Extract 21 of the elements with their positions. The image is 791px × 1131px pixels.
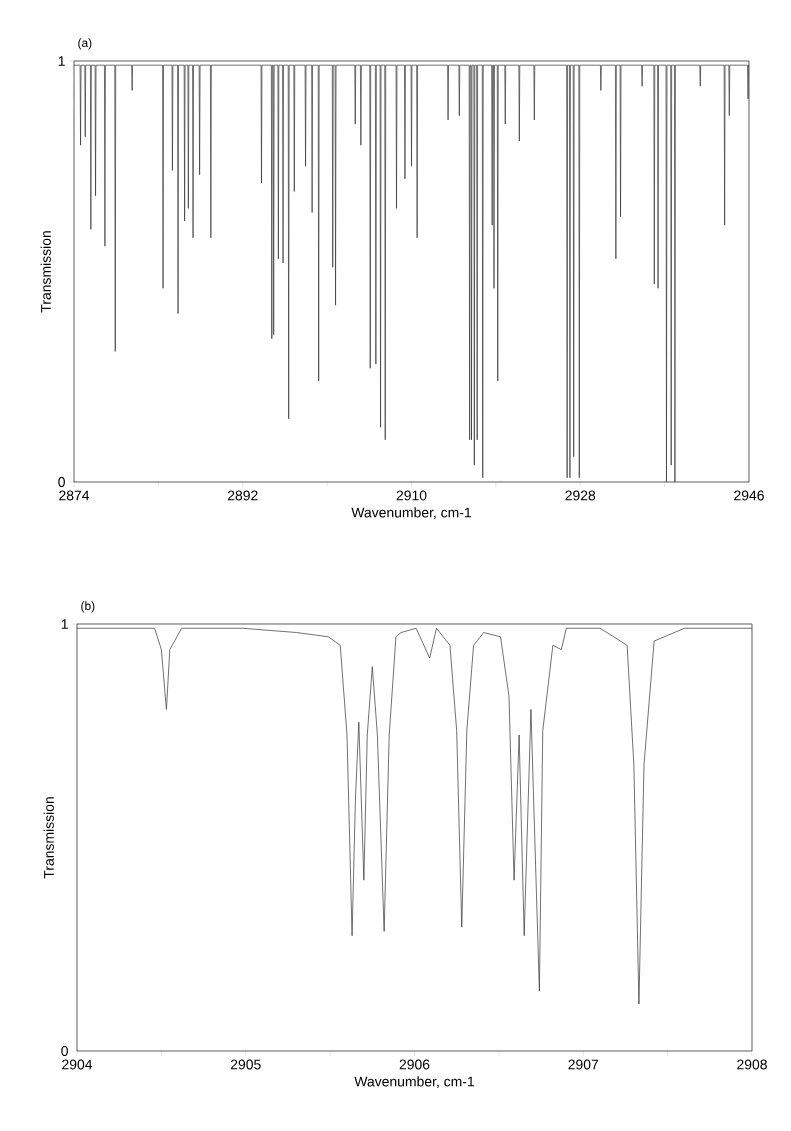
x-tick-label: 2946 — [734, 490, 764, 501]
y-axis-title: Transmission — [40, 231, 51, 313]
y-tick-label: 0 — [58, 477, 65, 487]
x-tick-label: 2874 — [59, 490, 90, 501]
x-tick-label: 2905 — [230, 1059, 261, 1070]
x-tick-label: 2906 — [399, 1059, 430, 1070]
y-tick-label: 1 — [58, 56, 65, 66]
x-tick-label: 2910 — [396, 490, 427, 501]
x-tick-label: 2908 — [737, 1059, 767, 1070]
x-tick-label: 2904 — [62, 1059, 93, 1070]
x-tick-label: 2928 — [565, 490, 596, 501]
x-tick-label: 2892 — [227, 490, 258, 501]
x-axis-title: Wavenumber, cm-1 — [354, 1076, 474, 1089]
y-tick-label: 1 — [61, 619, 68, 629]
x-tick-label: 2907 — [568, 1059, 599, 1070]
line-series — [74, 64, 749, 482]
y-axis-title: Transmission — [43, 797, 54, 879]
chart-title: (b) — [81, 601, 95, 613]
chart-title: (a) — [78, 38, 92, 50]
x-axis-title: Wavenumber, cm-1 — [351, 507, 471, 520]
y-tick-label: 0 — [61, 1046, 68, 1056]
